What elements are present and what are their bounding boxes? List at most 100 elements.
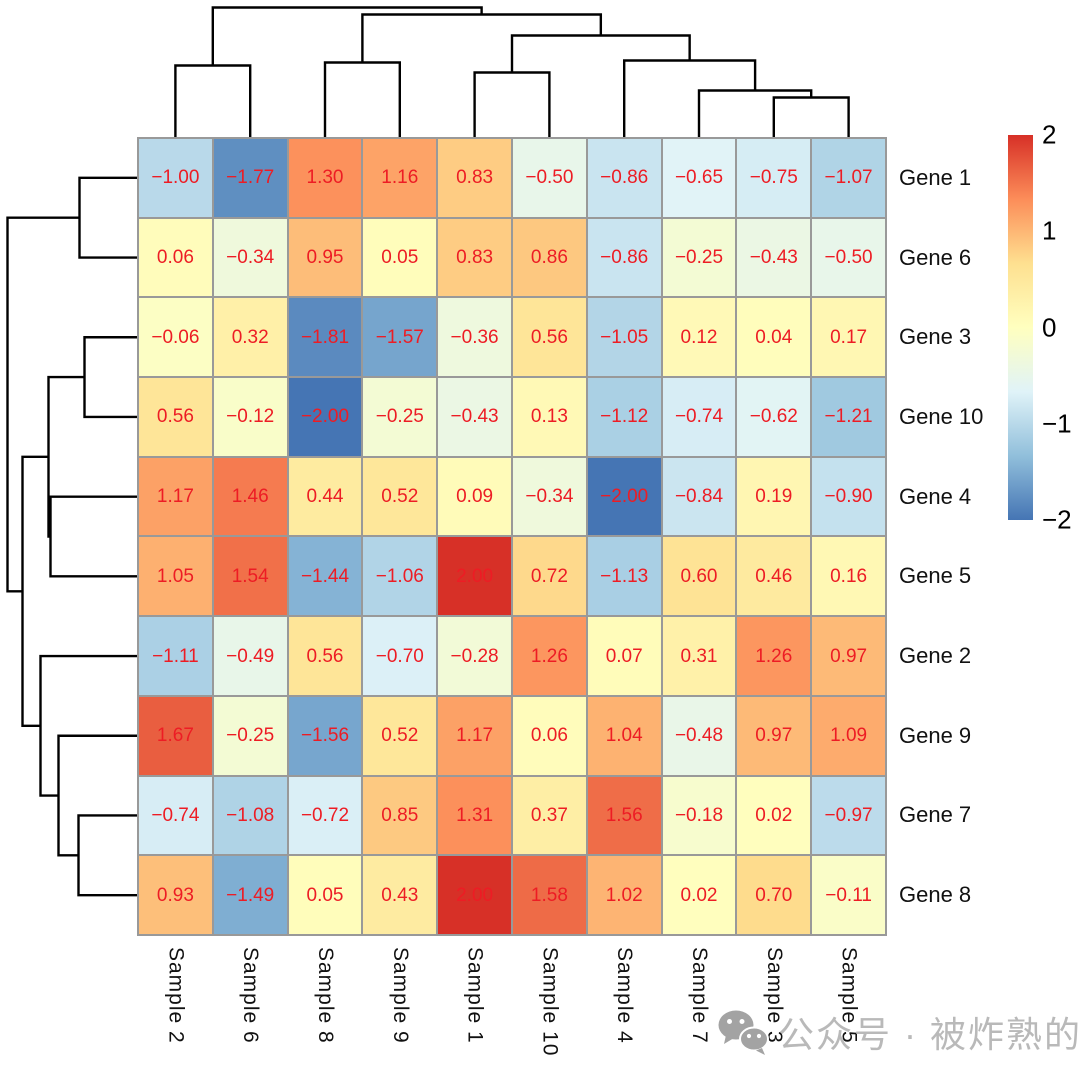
row-label: Gene 8 <box>899 882 972 908</box>
heatmap-cell: −1.12 <box>587 378 661 456</box>
heatmap-cell: 1.56 <box>587 776 661 855</box>
heatmap-cell: 1.17 <box>139 457 212 536</box>
heatmap-cell: 0.37 <box>513 776 586 855</box>
heatmap-cell: 0.31 <box>662 617 736 695</box>
row-dendrogram-branch <box>83 336 137 419</box>
heatmap-cell: −0.28 <box>438 617 511 695</box>
heatmap-cell: 0.09 <box>438 457 511 536</box>
heatmap-cell: −0.84 <box>662 457 736 536</box>
heatmap-cell: −0.25 <box>363 378 437 456</box>
heatmap-cell: −2.00 <box>288 378 362 456</box>
heatmap-cell: −1.13 <box>587 537 661 616</box>
row-dendrogram-branch <box>47 375 85 538</box>
colorbar-tick-label: 2 <box>1042 119 1057 150</box>
row-label: Gene 4 <box>899 483 972 509</box>
column-dendrogram-branch <box>473 71 551 137</box>
heatmap-cell: −1.21 <box>812 378 885 456</box>
heatmap-cell: 0.13 <box>513 378 586 456</box>
heatmap-cell: −0.43 <box>438 378 511 456</box>
heatmap-cell: 2.00 <box>438 537 511 616</box>
heatmap-cell: 0.07 <box>587 617 661 695</box>
row-dendrogram-branch <box>39 654 137 797</box>
heatmap-cell: 0.97 <box>812 617 885 695</box>
column-dendrogram <box>174 6 850 137</box>
watermark: 公众号 · 被炸熟的虾 <box>716 1006 1080 1058</box>
heatmap-cell: −0.72 <box>288 776 362 855</box>
heatmap-cell: −1.77 <box>213 139 287 217</box>
heatmap-cell: 0.56 <box>139 378 212 456</box>
heatmap-cell: 0.06 <box>139 218 212 297</box>
row-label: Gene 3 <box>899 324 972 350</box>
heatmap-cell: 0.16 <box>812 537 885 616</box>
heatmap-cell: 1.26 <box>737 617 811 695</box>
heatmap-cell: −1.00 <box>139 139 212 217</box>
heatmap-cell: 0.17 <box>812 298 885 377</box>
heatmap-cell: −0.06 <box>139 298 212 377</box>
row-label: Gene 2 <box>899 643 972 669</box>
column-dendrogram-branch <box>361 13 603 63</box>
heatmap-cell: −0.36 <box>438 298 511 377</box>
column-label: Sample 8 <box>314 947 337 1044</box>
heatmap-cell: 0.19 <box>737 457 811 536</box>
colorbar-tick-label: 0 <box>1042 312 1057 342</box>
colorbar-tick-label: −2 <box>1042 504 1072 535</box>
row-label: Gene 10 <box>899 403 984 429</box>
column-label: Sample 3 <box>762 947 786 1044</box>
column-label: Sample 5 <box>837 947 861 1044</box>
heatmap-cell: 0.72 <box>513 537 586 616</box>
heatmap-cell: 0.52 <box>363 696 437 775</box>
heatmap-cell: 0.32 <box>213 298 287 377</box>
heatmap-cell: −0.25 <box>213 696 287 775</box>
heatmap-cell: −0.75 <box>737 139 811 217</box>
heatmap-cell: −0.11 <box>812 856 885 934</box>
row-label: Gene 7 <box>899 802 972 828</box>
heatmap-cell: 1.26 <box>513 617 586 695</box>
heatmap-cell: 0.86 <box>513 218 586 297</box>
heatmap-cell: −0.48 <box>662 696 736 775</box>
heatmap-cell: 1.54 <box>213 537 287 616</box>
heatmap-cell: −0.49 <box>213 617 287 695</box>
watermark-text: 公众号 · 被炸熟的虾 <box>778 1014 1080 1055</box>
heatmap-cell: −1.06 <box>363 537 437 616</box>
heatmap-cell: −0.86 <box>587 218 661 297</box>
heatmap-cell: −0.50 <box>513 139 586 217</box>
heatmap-cell: 0.60 <box>662 537 736 616</box>
heatmap-cell: 1.04 <box>587 696 661 775</box>
heatmap-cell: −0.90 <box>812 457 885 536</box>
heatmap-cell: −1.49 <box>213 856 287 934</box>
row-label: Gene 5 <box>899 563 972 589</box>
row-label: Gene 9 <box>899 722 972 748</box>
heatmap-cell: 0.04 <box>737 298 811 377</box>
column-label: Sample 7 <box>688 947 711 1044</box>
heatmap-cell: −0.34 <box>513 457 586 536</box>
heatmap-cell: −0.25 <box>662 218 736 297</box>
row-dendrogram-branch <box>49 495 137 578</box>
row-dendrogram <box>6 176 137 897</box>
column-dendrogram-branch <box>623 59 757 137</box>
heatmap-cell: −0.70 <box>363 617 437 695</box>
heatmap-cell: 0.43 <box>363 856 437 934</box>
heatmap-cell: −1.07 <box>812 139 885 217</box>
heatmap-cell: 1.17 <box>438 696 511 775</box>
heatmap-cell: −1.08 <box>213 776 287 855</box>
heatmap-cell: 0.56 <box>513 298 586 377</box>
heatmap-cell: −0.50 <box>812 218 885 297</box>
row-dendrogram-branch <box>77 814 137 897</box>
heatmap-cell: −0.74 <box>662 378 736 456</box>
heatmap-cell: 0.46 <box>737 537 811 616</box>
row-dendrogram-branch <box>6 216 80 593</box>
heatmap-cell: 0.05 <box>288 856 362 934</box>
heatmap-cell: 0.70 <box>737 856 811 934</box>
heatmap-cell: −0.34 <box>213 218 287 297</box>
heatmap-cell: −0.97 <box>812 776 885 855</box>
heatmap-cell: 1.09 <box>812 696 885 775</box>
heatmap-cell: 1.30 <box>288 139 362 217</box>
heatmap-cell: −0.12 <box>213 378 287 456</box>
heatmap-cell: −0.18 <box>662 776 736 855</box>
heatmap-cell: 0.02 <box>737 776 811 855</box>
column-label: Sample 6 <box>239 947 263 1044</box>
heatmap-cell: 2.00 <box>438 856 511 934</box>
heatmap-cell: 1.31 <box>438 776 511 855</box>
column-dendrogram-branch <box>772 96 850 137</box>
